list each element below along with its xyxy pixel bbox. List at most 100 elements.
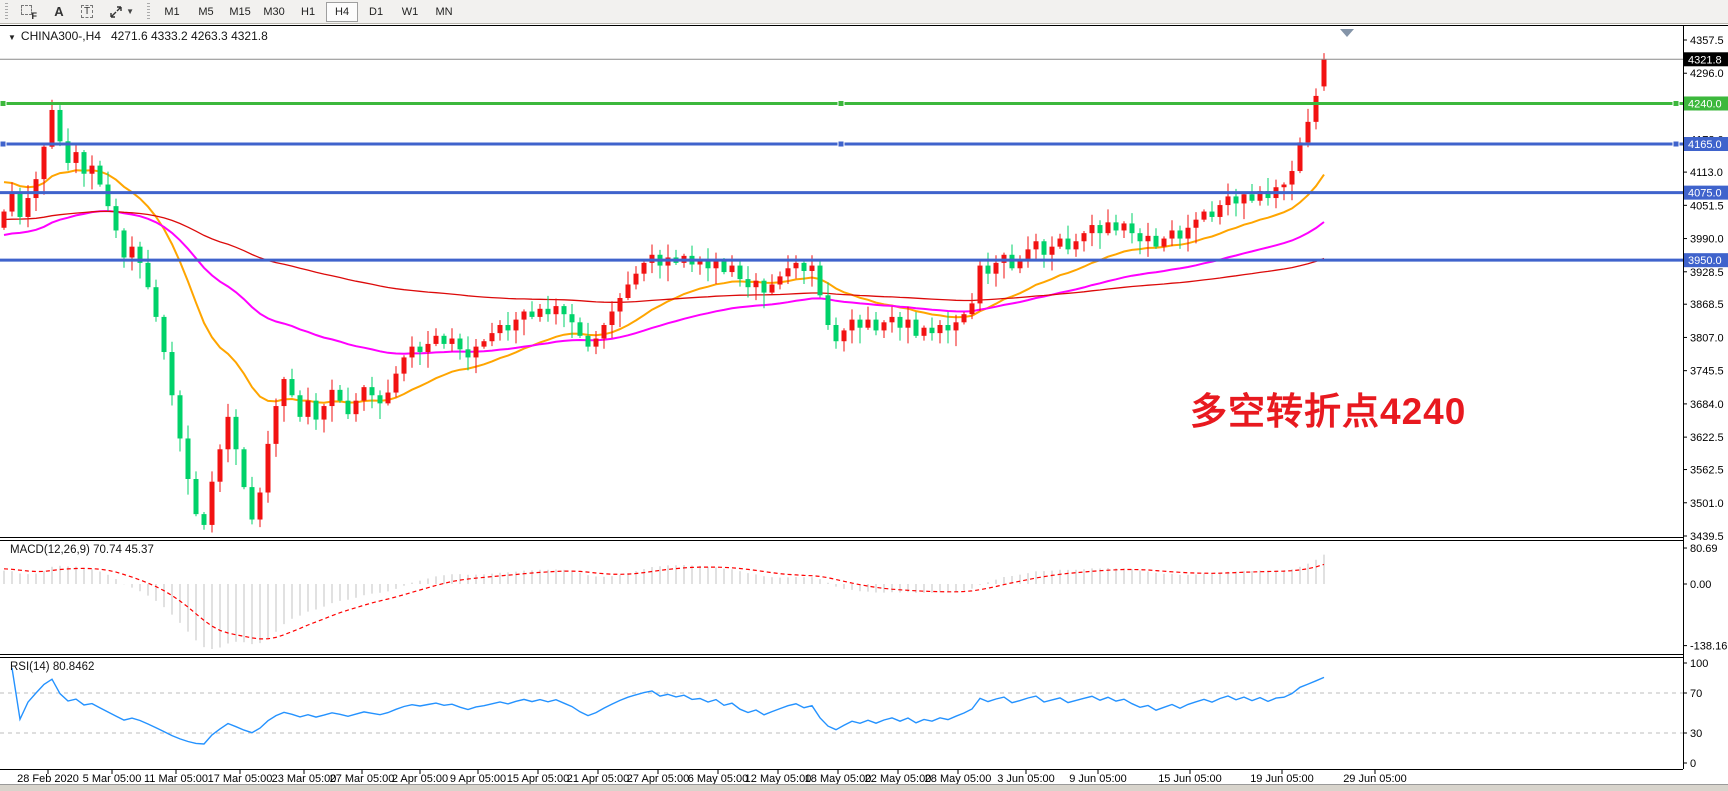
- candle-body: [545, 308, 551, 315]
- timeframe-M30[interactable]: M30: [258, 2, 290, 22]
- candle-body: [1257, 191, 1263, 201]
- candle-body: [361, 387, 367, 401]
- timeframe-M5[interactable]: M5: [190, 2, 222, 22]
- candle-body: [1161, 238, 1167, 247]
- candle-body: [329, 389, 335, 407]
- candle-body: [1217, 205, 1223, 217]
- candle-body: [441, 335, 447, 344]
- candle-body: [169, 352, 175, 396]
- fibonacci-tool[interactable]: F: [14, 2, 44, 22]
- candle-body: [737, 265, 743, 280]
- price-tick-label: 3745.5: [1690, 366, 1724, 378]
- candle-body: [977, 265, 983, 304]
- candle-body: [537, 308, 543, 317]
- bid-badge-label: 4321.8: [1688, 54, 1722, 66]
- time-tick-label: 6 May 05:00: [688, 773, 749, 785]
- level-badge-label: 3950.0: [1688, 255, 1722, 267]
- candle-body: [705, 261, 711, 269]
- candle-body: [961, 314, 967, 323]
- candle-body: [777, 276, 783, 285]
- candle-body: [801, 262, 807, 271]
- candle-body: [1097, 225, 1103, 234]
- candle-body: [841, 330, 847, 342]
- candle-body: [969, 303, 975, 315]
- candle-body: [625, 284, 631, 298]
- time-tick-label: 28 Feb 2020: [17, 773, 79, 785]
- ma-mid-line: [3, 209, 1325, 355]
- label-tool[interactable]: A: [46, 2, 72, 22]
- candle-body: [1049, 246, 1055, 255]
- candle-body: [1241, 194, 1247, 204]
- rsi-tick-label: 100: [1690, 658, 1708, 670]
- bid-badge: [1684, 52, 1728, 67]
- hline-handle[interactable]: [1672, 140, 1680, 148]
- candle-body: [993, 262, 999, 274]
- timeframe-D1[interactable]: D1: [360, 2, 392, 22]
- text-tool[interactable]: T: [74, 2, 100, 22]
- rsi-label: RSI(14) 80.8462: [10, 661, 95, 673]
- candle-body: [881, 322, 887, 331]
- price-tick-label: 3562.5: [1690, 465, 1724, 477]
- candle-body: [393, 373, 399, 393]
- candle-body: [417, 346, 423, 353]
- candle-body: [521, 311, 527, 320]
- candle-body: [745, 279, 751, 288]
- time-tick-label: 21 Apr 05:00: [567, 773, 629, 785]
- candle-body: [345, 400, 351, 415]
- timeframe-M1[interactable]: M1: [156, 2, 188, 22]
- toolbar-separator-grip[interactable]: [145, 2, 153, 21]
- candle-body: [313, 400, 319, 420]
- candle-body: [1313, 95, 1319, 122]
- ma-slow-line: [3, 210, 1325, 303]
- hline-handle[interactable]: [1672, 99, 1680, 107]
- timeframe-H1[interactable]: H1: [292, 2, 324, 22]
- toolbar-grip[interactable]: [3, 2, 10, 21]
- candle-body: [721, 260, 727, 273]
- candle-body: [1153, 235, 1159, 247]
- candle-body: [1305, 121, 1311, 143]
- candle-body: [41, 146, 47, 180]
- chart-background: [0, 25, 1728, 791]
- annotation-text[interactable]: 多空转折点4240: [1190, 391, 1467, 432]
- candle-body: [937, 325, 943, 334]
- timeframe-MN[interactable]: MN: [428, 2, 460, 22]
- hline-handle[interactable]: [837, 140, 845, 148]
- ma-fast-line: [3, 169, 1325, 404]
- candle-body: [153, 287, 159, 317]
- time-tick-label: 27 Apr 05:00: [627, 773, 689, 785]
- timeframe-H4[interactable]: H4: [326, 1, 359, 22]
- time-tick-label: 2 Apr 05:00: [392, 773, 448, 785]
- hline-handle[interactable]: [0, 140, 7, 148]
- arrows-tool[interactable]: ▼: [102, 2, 141, 22]
- candle-body: [377, 395, 383, 404]
- candle-body: [9, 192, 15, 212]
- level-badge: [1684, 137, 1728, 152]
- candle-body: [617, 297, 623, 312]
- toolbar: F A T ▼ M1 M5 M15 M30 H1 H4 D1 W1 MN: [0, 0, 1728, 24]
- candle-body: [97, 165, 103, 185]
- price-tick-label: 4113.0: [1690, 167, 1723, 179]
- candle-body: [1, 211, 7, 228]
- price-tick-label: 3990.0: [1690, 234, 1724, 246]
- chart-shift-marker-icon[interactable]: [1340, 29, 1354, 37]
- chart-menu-triangle-icon[interactable]: ▼: [8, 33, 16, 42]
- candle-body: [1073, 241, 1079, 250]
- candle-body: [1265, 191, 1271, 199]
- ohlc-values: 4271.6 4333.2 4263.3 4321.8: [110, 29, 268, 43]
- hline-handle[interactable]: [837, 99, 845, 107]
- candle-body: [297, 395, 303, 417]
- candle-body: [65, 141, 71, 163]
- fibonacci-icon: F: [21, 4, 37, 21]
- price-tick-label: 4296.0: [1690, 68, 1724, 80]
- time-tick-label: 27 Mar 05:00: [330, 773, 395, 785]
- hline-handle[interactable]: [0, 99, 7, 107]
- timeframe-W1[interactable]: W1: [394, 2, 426, 22]
- candle-body: [265, 443, 271, 493]
- candle-body: [1233, 196, 1239, 204]
- candle-body: [1137, 233, 1143, 242]
- candle-body: [241, 449, 247, 488]
- timeframe-M15[interactable]: M15: [224, 2, 256, 22]
- candle-body: [849, 319, 855, 331]
- candle-body: [433, 335, 439, 344]
